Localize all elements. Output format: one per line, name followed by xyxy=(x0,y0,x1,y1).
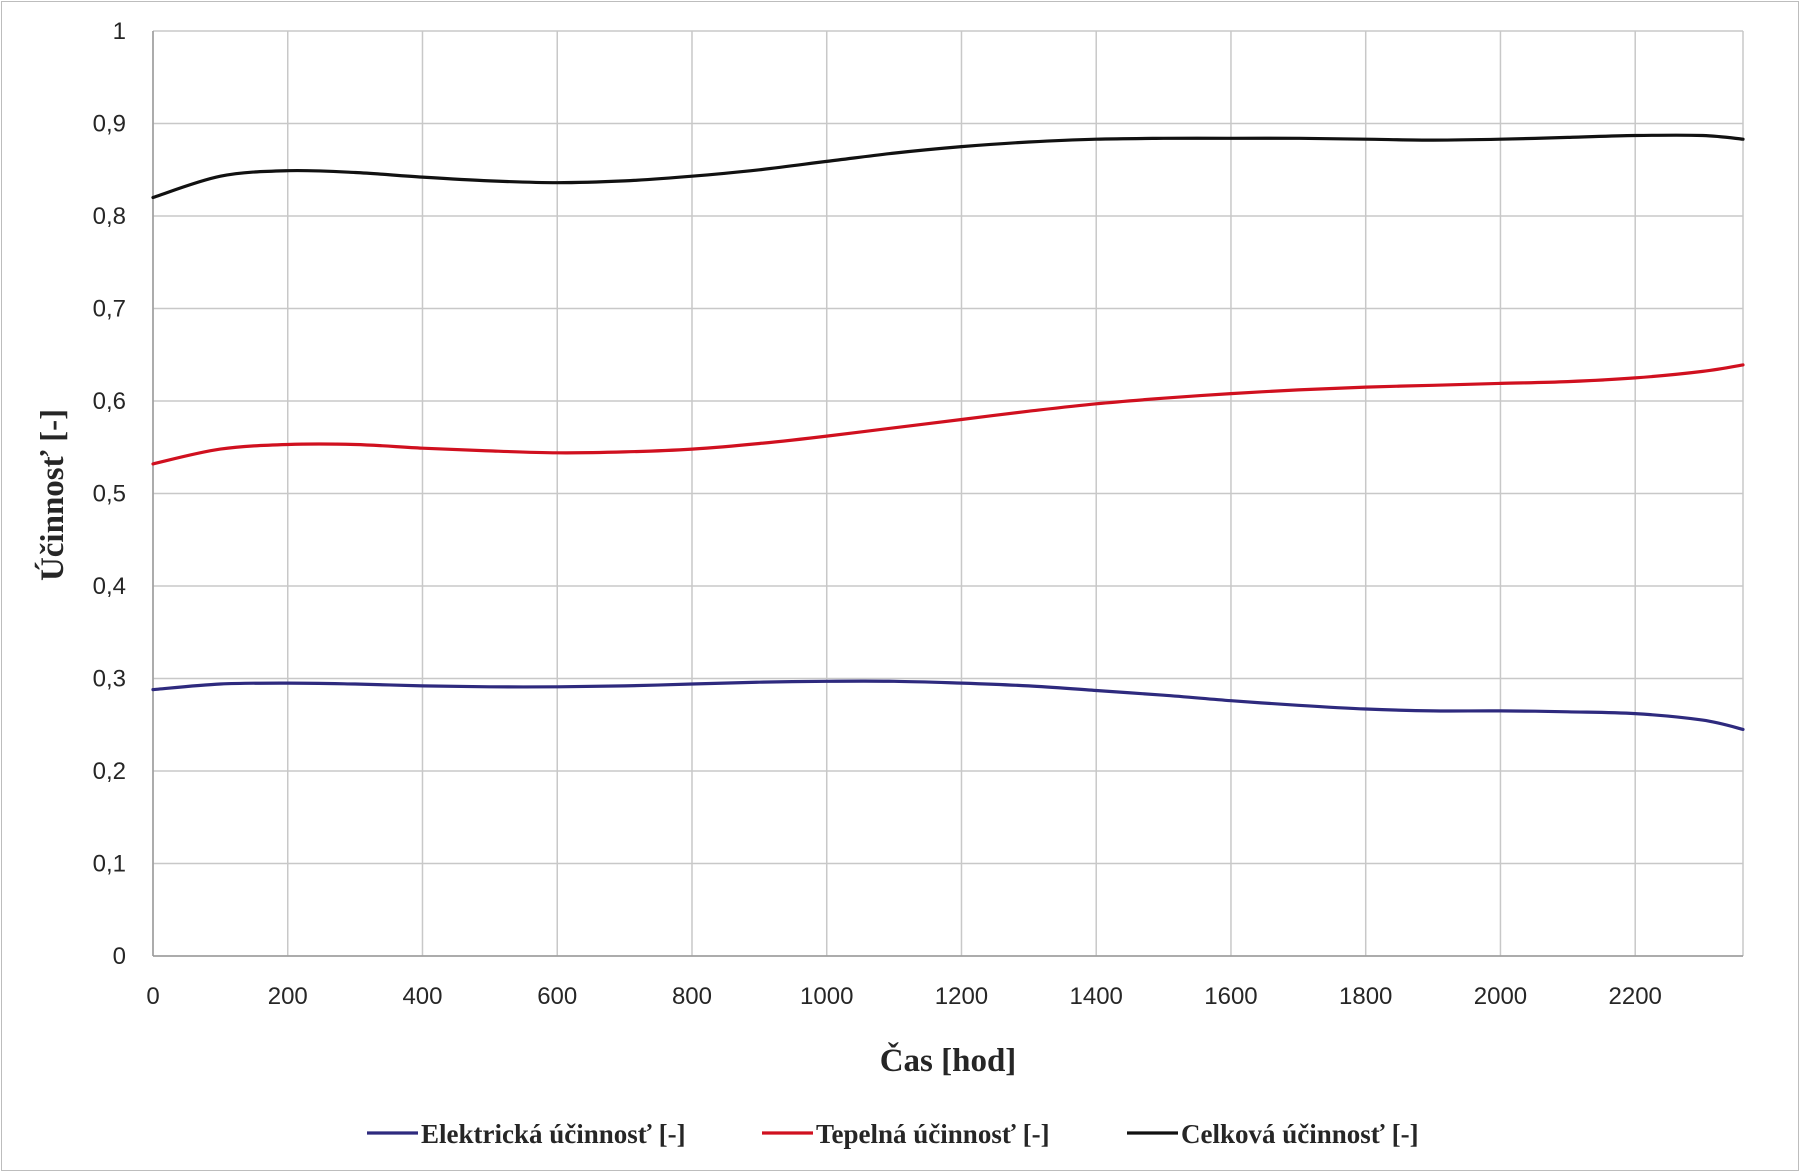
x-tick-label: 200 xyxy=(268,983,308,1010)
axes xyxy=(152,31,1743,957)
x-tick-label: 800 xyxy=(672,983,712,1010)
series-lines xyxy=(151,133,1745,731)
y-tick-label: 0,1 xyxy=(93,851,126,878)
series-line-1 xyxy=(151,679,1745,731)
legend-label: Elektrická účinnosť [-] xyxy=(421,1119,686,1149)
y-axis-title: Účinnosť [-] xyxy=(33,409,71,581)
y-tick-label: 0,9 xyxy=(93,111,126,138)
x-tick-labels: 0 200 400 600 800 1000 1200 1400 1600 1800 2000 220… xyxy=(146,983,1662,1010)
legend-label: Celková účinnosť [-] xyxy=(1181,1119,1419,1149)
y-tick-label: 0,6 xyxy=(93,388,126,415)
y-tick-label: 0,8 xyxy=(93,203,126,230)
x-tick-label: 2200 xyxy=(1609,983,1662,1010)
y-tick-label: 0,7 xyxy=(93,296,126,323)
series-line-2 xyxy=(151,363,1745,466)
grid-lines xyxy=(152,30,1744,957)
y-tick-label: 0,4 xyxy=(93,573,126,600)
x-tick-label: 600 xyxy=(537,983,577,1010)
y-tick-label: 1 xyxy=(113,18,126,45)
x-axis-title: Čas [hod] xyxy=(880,1041,1017,1079)
legend-label: Tepelná účinnosť [-] xyxy=(816,1119,1050,1149)
y-tick-label: 0,2 xyxy=(93,758,126,785)
y-tick-labels: 0 0,1 0,2 0,3 0,4 0,5 0,6 0,7 0,8 0,9 1 xyxy=(93,18,126,970)
x-tick-label: 1600 xyxy=(1204,983,1257,1010)
y-tick-label: 0,3 xyxy=(93,666,126,693)
x-tick-label: 0 xyxy=(146,983,159,1010)
x-tick-label: 2000 xyxy=(1474,983,1527,1010)
series-line-3 xyxy=(151,133,1745,200)
x-tick-label: 1000 xyxy=(800,983,853,1010)
x-tick-label: 1200 xyxy=(935,983,988,1010)
x-tick-label: 1400 xyxy=(1070,983,1123,1010)
x-tick-label: 400 xyxy=(402,983,442,1010)
y-tick-label: 0 xyxy=(113,943,126,970)
y-tick-label: 0,5 xyxy=(93,481,126,508)
legend: Elektrická účinnosť [-] Tepelná účinnosť … xyxy=(367,1119,1419,1149)
x-tick-label: 1800 xyxy=(1339,983,1392,1010)
